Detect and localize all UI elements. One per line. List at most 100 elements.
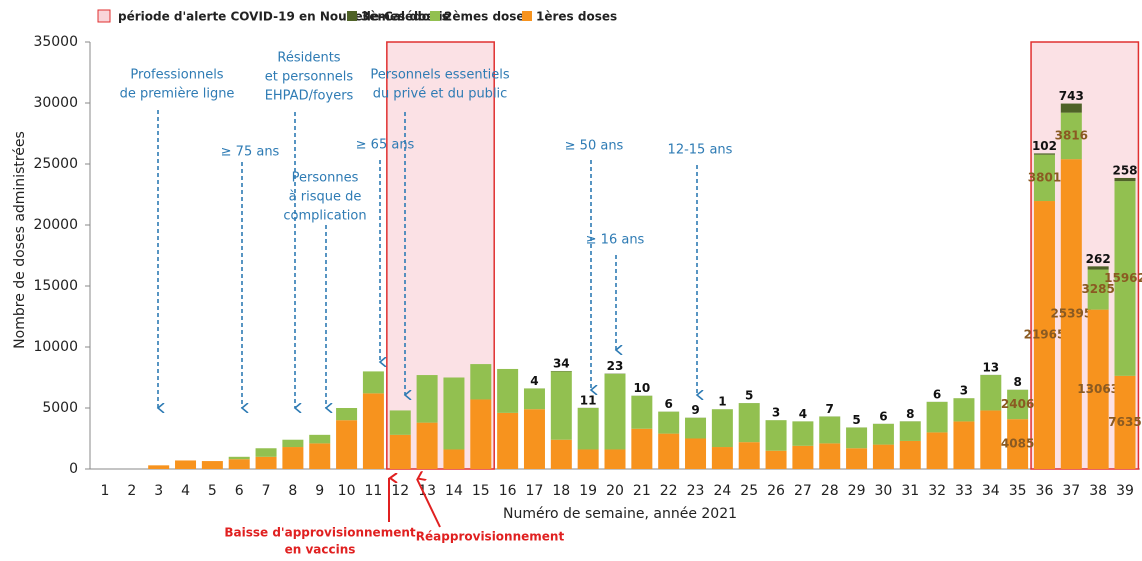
annotation: de première ligne — [120, 87, 235, 102]
bar-segment — [792, 421, 813, 445]
bar-segment — [229, 459, 250, 469]
annotation: Réapprovisionnement — [416, 530, 565, 544]
bar-segment — [1034, 153, 1055, 154]
bar-segment — [256, 448, 277, 457]
bar-segment — [148, 465, 169, 469]
annotation: à risque de — [289, 190, 362, 205]
value-label: 258 — [1112, 163, 1137, 177]
x-tick-label: 24 — [713, 483, 731, 499]
legend-swatch — [522, 11, 532, 21]
x-tick-label: 30 — [875, 483, 893, 499]
value-label: 8 — [906, 407, 914, 421]
x-tick-label: 36 — [1036, 483, 1054, 499]
bar-segment — [605, 449, 626, 469]
bar-segment — [927, 432, 948, 469]
bar-segment — [766, 420, 787, 451]
x-tick-label: 21 — [633, 483, 651, 499]
bar-segment — [846, 428, 867, 449]
x-tick-label: 12 — [391, 483, 409, 499]
bar-segment — [363, 371, 384, 393]
legend-label: 1ères doses — [536, 10, 617, 24]
bar-segment — [524, 409, 545, 469]
bar-segment — [256, 457, 277, 469]
bar-segment — [1115, 178, 1136, 181]
x-tick-label: 23 — [687, 483, 705, 499]
x-tick-label: 27 — [794, 483, 812, 499]
x-tick-label: 15 — [472, 483, 490, 499]
annotation: Professionnels — [130, 68, 223, 83]
bar-segment — [873, 424, 894, 445]
x-tick-label: 6 — [235, 483, 244, 499]
y-tick-label: 30000 — [33, 95, 78, 111]
value-label: 23 — [607, 359, 624, 373]
value-label: 4085 — [1001, 437, 1034, 451]
x-tick-label: 11 — [365, 483, 383, 499]
x-tick-label: 32 — [928, 483, 946, 499]
x-tick-label: 26 — [767, 483, 785, 499]
value-label: 6 — [933, 387, 941, 401]
x-tick-label: 1 — [101, 483, 110, 499]
bar-segment — [605, 374, 626, 450]
bar-segment — [282, 447, 303, 469]
bar-segment — [497, 369, 518, 413]
x-tick-label: 34 — [982, 483, 1000, 499]
value-label: 8 — [1013, 375, 1021, 389]
annotation: du privé et du public — [373, 87, 508, 102]
bar-segment — [900, 421, 921, 441]
value-label: 2406 — [1001, 397, 1034, 411]
x-tick-label: 39 — [1116, 483, 1134, 499]
x-tick-label: 3 — [154, 483, 163, 499]
bar-segment — [900, 441, 921, 469]
bar-segment — [578, 408, 599, 449]
bar-segment — [363, 393, 384, 469]
annotation: Baisse d'approvisionnement — [224, 526, 416, 540]
bar-segment — [953, 421, 974, 469]
legend-swatch — [430, 11, 440, 21]
legend-swatch — [98, 10, 110, 22]
annotation: ≥ 50 ans — [565, 139, 624, 154]
value-label: 13 — [982, 360, 999, 374]
value-label: 4 — [530, 374, 538, 388]
value-label: 7 — [826, 402, 834, 416]
legend-label: 2èmes doses — [444, 10, 532, 24]
bar-segment — [739, 403, 760, 442]
value-label: 11 — [580, 393, 597, 407]
value-label: 15962 — [1104, 271, 1142, 285]
value-label: 34 — [553, 356, 570, 370]
x-axis-label: Numéro de semaine, année 2021 — [503, 506, 737, 522]
bar-segment — [980, 410, 1001, 469]
y-tick-label: 25000 — [33, 156, 78, 172]
annotation: et personnels — [265, 70, 354, 85]
bar-segment — [712, 409, 733, 447]
x-tick-label: 17 — [526, 483, 544, 499]
value-label: 21965 — [1024, 328, 1066, 342]
value-label: 5 — [852, 413, 860, 427]
bar-segment — [524, 388, 545, 409]
value-label: 262 — [1086, 252, 1111, 266]
x-tick-label: 35 — [1009, 483, 1027, 499]
bar-segment — [551, 371, 572, 439]
x-tick-label: 4 — [181, 483, 190, 499]
value-label: 3801 — [1028, 170, 1061, 184]
bar-segment — [309, 435, 330, 444]
value-label: 4 — [799, 407, 807, 421]
x-tick-label: 19 — [579, 483, 597, 499]
annotation: Personnes — [292, 171, 359, 186]
y-tick-label: 35000 — [33, 34, 78, 50]
legend-swatch — [347, 11, 357, 21]
value-label: 25395 — [1050, 307, 1092, 321]
x-tick-label: 33 — [955, 483, 973, 499]
x-tick-label: 10 — [338, 483, 356, 499]
x-tick-label: 22 — [660, 483, 678, 499]
value-label: 9 — [691, 403, 699, 417]
bar-segment — [336, 408, 357, 420]
x-tick-label: 28 — [821, 483, 839, 499]
bar-segment — [792, 446, 813, 469]
bar-segment — [390, 410, 411, 434]
x-tick-label: 8 — [288, 483, 297, 499]
value-label: 743 — [1059, 89, 1084, 103]
annotation: Personnels essentiels — [370, 68, 510, 83]
x-tick-label: 16 — [499, 483, 517, 499]
x-tick-label: 7 — [262, 483, 271, 499]
